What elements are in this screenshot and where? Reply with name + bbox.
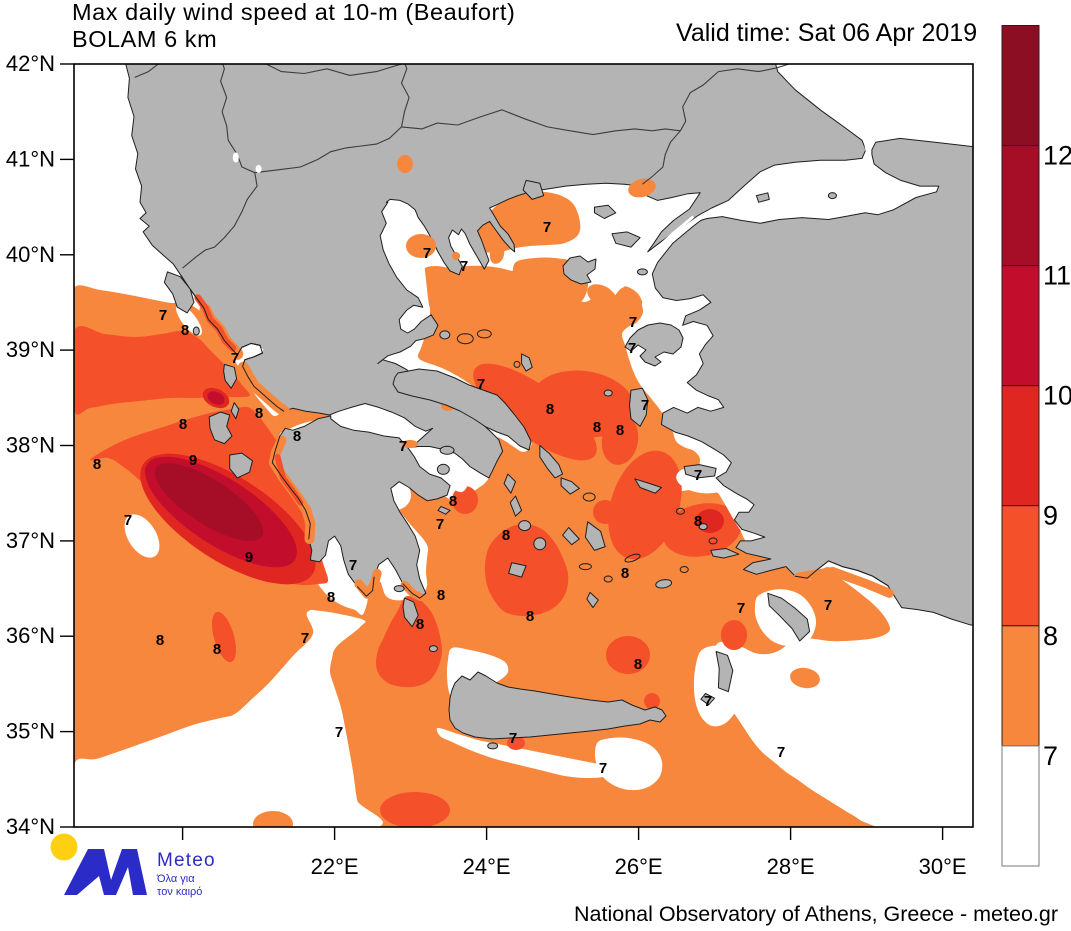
svg-text:8: 8 [593, 419, 601, 436]
svg-text:8: 8 [546, 401, 554, 418]
svg-text:8: 8 [526, 608, 534, 625]
svg-text:28°E: 28°E [767, 854, 815, 879]
svg-text:8: 8 [621, 565, 629, 582]
svg-text:7: 7 [694, 467, 702, 484]
svg-text:7: 7 [824, 597, 832, 614]
svg-text:9: 9 [245, 549, 253, 566]
svg-text:8: 8 [93, 456, 101, 473]
svg-text:7: 7 [641, 397, 649, 414]
svg-text:7: 7 [629, 314, 637, 331]
svg-text:9: 9 [189, 452, 197, 469]
svg-text:39°N: 39°N [6, 337, 55, 362]
svg-text:42°N: 42°N [6, 51, 55, 76]
svg-text:7: 7 [460, 258, 468, 275]
svg-text:7: 7 [599, 760, 607, 777]
svg-text:11: 11 [1043, 261, 1071, 291]
svg-text:Valid time: Sat 06 Apr 2019: Valid time: Sat 06 Apr 2019 [676, 19, 977, 47]
svg-text:7: 7 [124, 512, 132, 529]
svg-text:8: 8 [616, 422, 624, 439]
svg-text:7: 7 [704, 693, 712, 710]
svg-text:26°E: 26°E [615, 854, 663, 879]
svg-text:8: 8 [255, 405, 263, 422]
svg-text:37°N: 37°N [6, 528, 55, 553]
svg-text:36°N: 36°N [6, 623, 55, 648]
svg-text:8: 8 [449, 493, 457, 510]
svg-text:Max daily wind speed at 10-m (: Max daily wind speed at 10-m (Beaufort) [72, 0, 515, 25]
svg-text:22°E: 22°E [311, 854, 359, 879]
svg-text:8: 8 [694, 513, 702, 530]
svg-text:7: 7 [159, 307, 167, 324]
svg-text:7: 7 [301, 630, 309, 647]
svg-text:8: 8 [156, 632, 164, 649]
svg-text:7: 7 [399, 438, 407, 455]
svg-text:40°N: 40°N [6, 242, 55, 267]
svg-text:9: 9 [1043, 501, 1058, 531]
svg-text:34°N: 34°N [6, 814, 55, 839]
svg-text:10: 10 [1043, 381, 1071, 411]
svg-text:7: 7 [509, 730, 517, 747]
svg-text:National Observatory of Athens: National Observatory of Athens, Greece -… [574, 902, 1058, 926]
svg-text:7: 7 [349, 557, 357, 574]
svg-text:35°N: 35°N [6, 719, 55, 744]
svg-text:7: 7 [777, 744, 785, 761]
svg-text:8: 8 [327, 589, 335, 606]
svg-text:41°N: 41°N [6, 146, 55, 171]
svg-text:24°E: 24°E [463, 854, 511, 879]
svg-text:8: 8 [179, 416, 187, 433]
svg-text:Όλα για: Όλα για [156, 873, 195, 885]
svg-text:7: 7 [543, 219, 551, 236]
svg-text:7: 7 [628, 340, 636, 357]
svg-text:7: 7 [335, 724, 343, 741]
svg-text:8: 8 [416, 616, 424, 633]
svg-text:7: 7 [436, 516, 444, 533]
svg-text:8: 8 [181, 322, 189, 339]
svg-text:38°N: 38°N [6, 433, 55, 458]
svg-text:7: 7 [423, 245, 431, 262]
svg-text:7: 7 [477, 376, 485, 393]
svg-text:7: 7 [231, 350, 239, 367]
svg-text:8: 8 [1043, 621, 1058, 651]
svg-text:8: 8 [634, 656, 642, 673]
svg-text:8: 8 [293, 428, 301, 445]
svg-text:8: 8 [502, 527, 510, 544]
svg-text:8: 8 [213, 641, 221, 658]
svg-text:30°E: 30°E [919, 854, 967, 879]
svg-text:Meteo: Meteo [157, 850, 216, 871]
svg-text:8: 8 [437, 587, 445, 604]
svg-text:7: 7 [737, 600, 745, 617]
svg-text:12: 12 [1043, 141, 1071, 171]
svg-text:7: 7 [1043, 741, 1058, 771]
svg-text:BOLAM 6 km: BOLAM 6 km [72, 26, 217, 52]
svg-text:τον καιρό: τον καιρό [157, 886, 202, 898]
